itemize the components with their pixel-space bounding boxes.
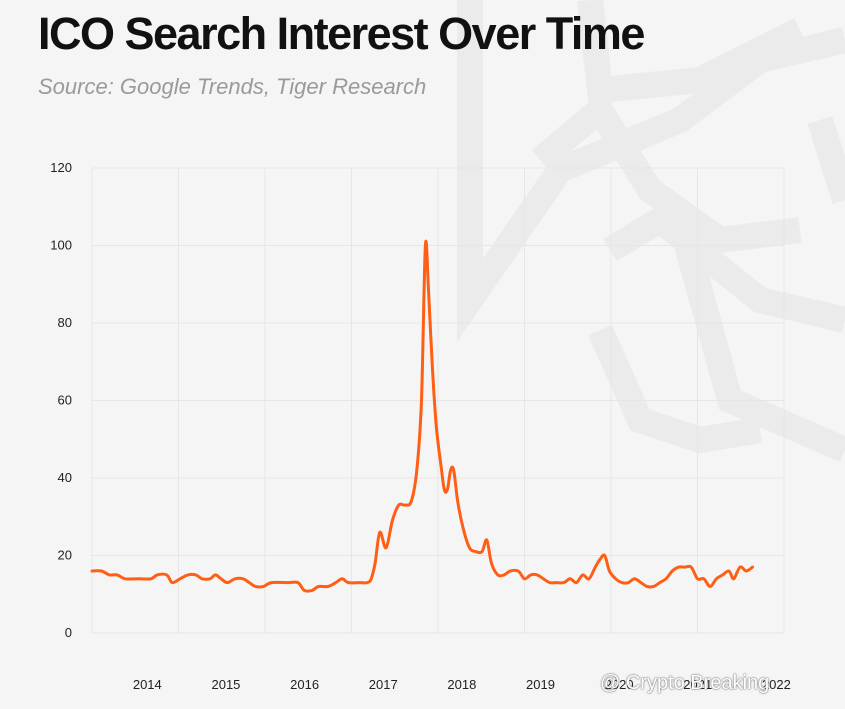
- y-tick-label: 120: [50, 160, 72, 175]
- chart-subtitle: Source: Google Trends, Tiger Research: [38, 74, 427, 99]
- x-tick-label: 2022: [762, 677, 791, 692]
- watermark-text: @ Crypto Breaking: [600, 672, 770, 694]
- x-tick-label: 2018: [447, 677, 476, 692]
- x-tick-label: 2019: [526, 677, 555, 692]
- x-tick-label: 2016: [290, 677, 319, 692]
- x-tick-label: 2021: [683, 677, 712, 692]
- y-tick-label: 20: [58, 548, 72, 563]
- x-tick-label: 2015: [211, 677, 240, 692]
- y-tick-label: 40: [58, 470, 72, 485]
- x-tick-label: 2017: [369, 677, 398, 692]
- chart-title: ICO Search Interest Over Time: [38, 8, 645, 59]
- y-tick-label: 80: [58, 315, 72, 330]
- y-tick-label: 0: [65, 625, 72, 640]
- x-tick-label: 2014: [133, 677, 162, 692]
- x-tick-label: 2020: [605, 677, 634, 692]
- series-line-ico: [90, 239, 754, 593]
- y-tick-label: 100: [50, 238, 72, 253]
- y-tick-label: 60: [58, 393, 72, 408]
